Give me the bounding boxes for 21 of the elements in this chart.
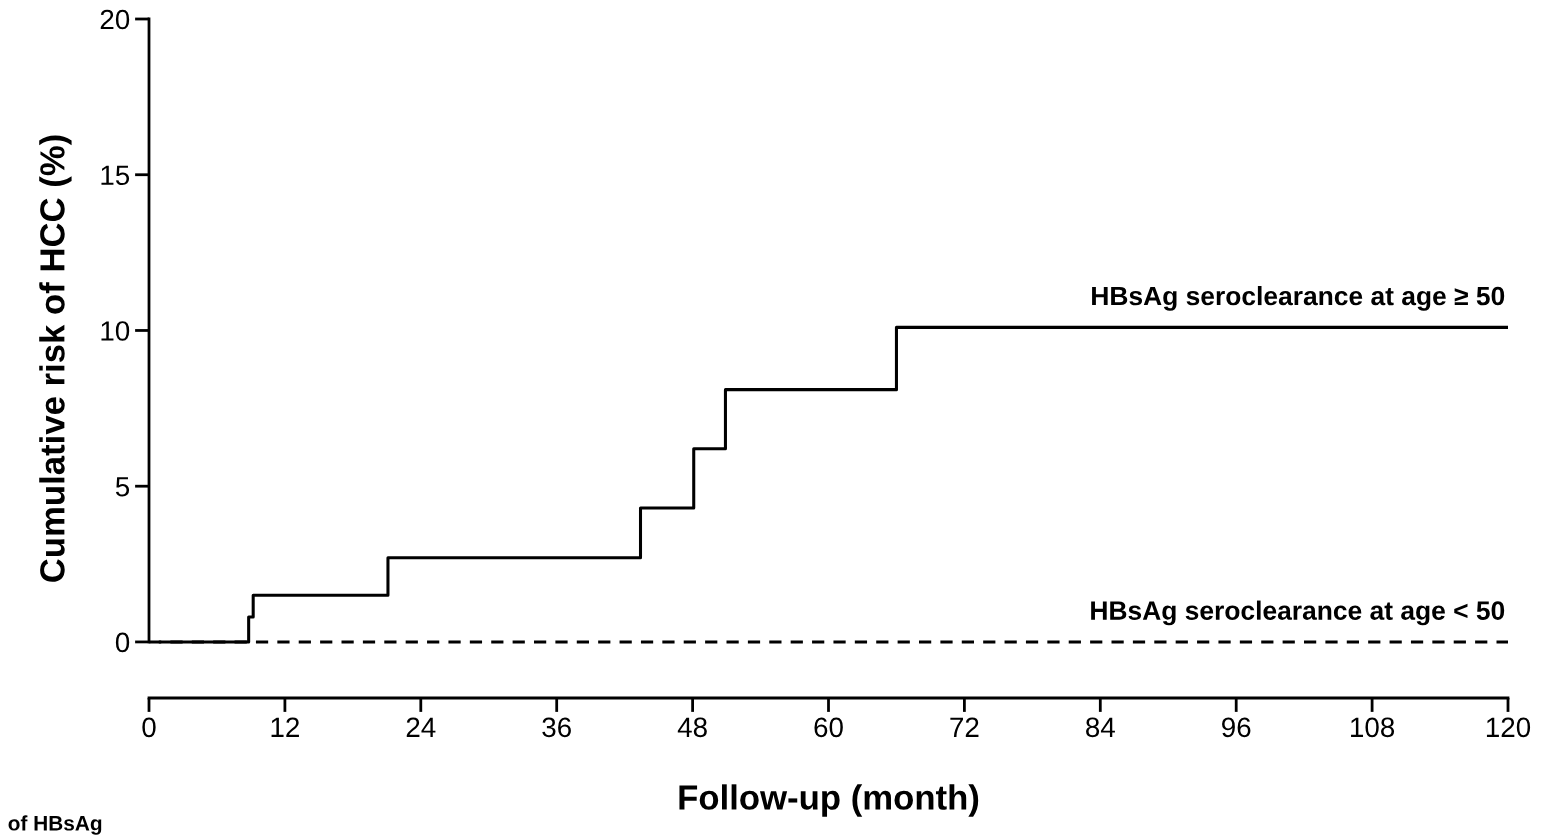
y-tick-label: 5	[115, 477, 130, 497]
series-label: HBsAg seroclearance at age ≥ 50	[1092, 285, 1505, 311]
y-tick-label: 20	[100, 9, 130, 30]
x-tick-label: 96	[1222, 717, 1251, 738]
x-tick-label: 120	[1486, 717, 1531, 738]
x-tick-label: 72	[950, 717, 979, 737]
text: of HBsAg	[8, 815, 102, 835]
x-tick-label: 12	[271, 717, 299, 737]
x-tick-label: 108	[1351, 717, 1395, 738]
x-tick-label: 0	[142, 717, 156, 738]
y-axis-title: Cumulative risk of HCC (%)	[39, 135, 72, 582]
x-tick-label: 48	[677, 717, 707, 738]
y-tick-label: 15	[101, 165, 130, 186]
x-tick-label: 24	[406, 717, 436, 737]
x-tick-label: 84	[1086, 717, 1115, 738]
series-label: HBsAg seroclearance at age < 50	[1091, 600, 1505, 626]
x-tick-label: 36	[542, 717, 571, 738]
y-tick-label: 10	[101, 321, 130, 341]
x-axis-title: Follow-up (month)	[679, 784, 979, 817]
y-tick-label: 0	[115, 632, 130, 653]
x-tick-label: 60	[814, 717, 843, 738]
